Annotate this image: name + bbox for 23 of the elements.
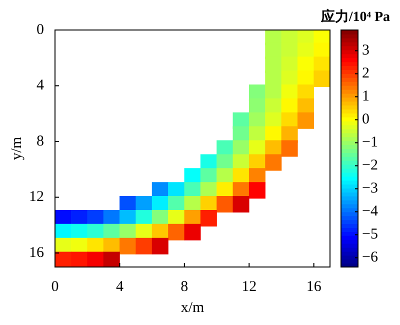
color-bar-label: −6 — [362, 250, 378, 266]
y-tick-label: 8 — [36, 133, 44, 150]
color-bar-label: −2 — [362, 158, 378, 174]
color-bar-label: 1 — [362, 88, 370, 105]
color-bar-label: 2 — [362, 66, 370, 82]
color-bar-title: 应力/10⁴ Pa — [320, 8, 390, 25]
x-tick-label: 12 — [242, 278, 257, 295]
y-tick-label: 4 — [36, 78, 44, 94]
y-tick-label: 16 — [29, 244, 44, 261]
y-tick-label: 0 — [36, 22, 44, 38]
x-tick-label: 4 — [116, 278, 124, 295]
y-tick-label: 12 — [29, 189, 44, 206]
y-axis-title: y/m — [8, 136, 25, 160]
color-bar-label: −5 — [362, 226, 378, 243]
color-bar-label: 3 — [362, 42, 370, 59]
color-bar-label: −1 — [362, 134, 378, 151]
x-tick-label: 8 — [180, 278, 188, 295]
color-bar-label: 0 — [362, 112, 370, 128]
x-tick-label: 16 — [306, 278, 322, 295]
color-bar-label: −3 — [362, 180, 378, 197]
color-bar-label: −4 — [362, 204, 378, 220]
x-tick-label: 0 — [51, 278, 59, 295]
x-axis-title: x/m — [180, 300, 204, 316]
